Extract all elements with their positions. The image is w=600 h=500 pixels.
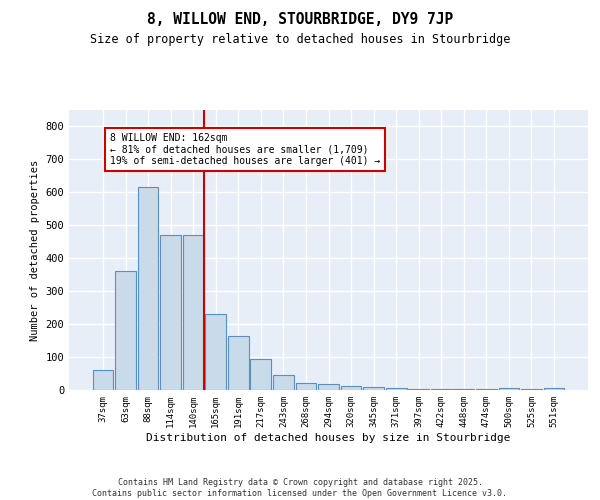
Text: Size of property relative to detached houses in Stourbridge: Size of property relative to detached ho… [90,32,510,46]
X-axis label: Distribution of detached houses by size in Stourbridge: Distribution of detached houses by size … [146,432,511,442]
Bar [499,388,520,390]
Bar [386,388,407,390]
Bar [431,389,452,390]
Bar [228,336,248,390]
Bar [318,384,339,390]
Bar [183,235,203,390]
Bar [92,370,113,390]
Text: 8, WILLOW END, STOURBRIDGE, DY9 7JP: 8, WILLOW END, STOURBRIDGE, DY9 7JP [147,12,453,28]
Y-axis label: Number of detached properties: Number of detached properties [30,160,40,340]
Bar [273,375,294,390]
Bar [363,388,384,390]
Bar [137,188,158,390]
Bar [205,314,226,390]
Bar [341,386,361,390]
Bar [296,384,316,390]
Text: 8 WILLOW END: 162sqm
← 81% of detached houses are smaller (1,709)
19% of semi-de: 8 WILLOW END: 162sqm ← 81% of detached h… [110,133,380,166]
Bar [160,235,181,390]
Text: Contains HM Land Registry data © Crown copyright and database right 2025.
Contai: Contains HM Land Registry data © Crown c… [92,478,508,498]
Bar [115,271,136,390]
Bar [250,358,271,390]
Bar [409,389,429,390]
Bar [544,388,565,390]
